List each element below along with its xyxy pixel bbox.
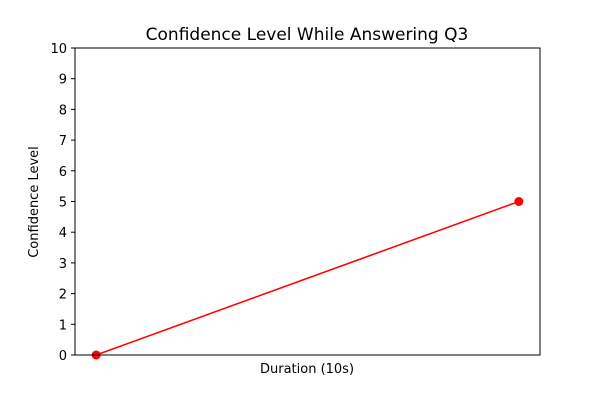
y-tick-label: 0 [59, 349, 67, 364]
y-axis-label: Confidence Level [27, 146, 42, 258]
y-tick-label: 7 [59, 134, 67, 149]
y-tick-label: 8 [59, 103, 67, 118]
chart-title: Confidence Level While Answering Q3 [146, 25, 469, 45]
series-layer [91, 197, 524, 360]
y-tick-label: 4 [59, 226, 67, 241]
y-tick-label: 1 [59, 318, 67, 333]
data-point [514, 197, 524, 206]
y-tick-label: 6 [59, 165, 67, 180]
y-tick-label: 9 [59, 73, 67, 88]
y-tick-label: 10 [50, 42, 67, 57]
plot-frame [74, 47, 541, 356]
series-line [95, 200, 520, 356]
y-tick-label: 5 [59, 196, 67, 211]
x-axis-label: Duration (10s) [260, 362, 354, 377]
y-tick-label: 3 [59, 257, 67, 272]
y-tick-label: 2 [59, 288, 67, 303]
y-axis-ticks: 0 1 2 3 4 5 6 7 8 9 10 [50, 42, 75, 364]
